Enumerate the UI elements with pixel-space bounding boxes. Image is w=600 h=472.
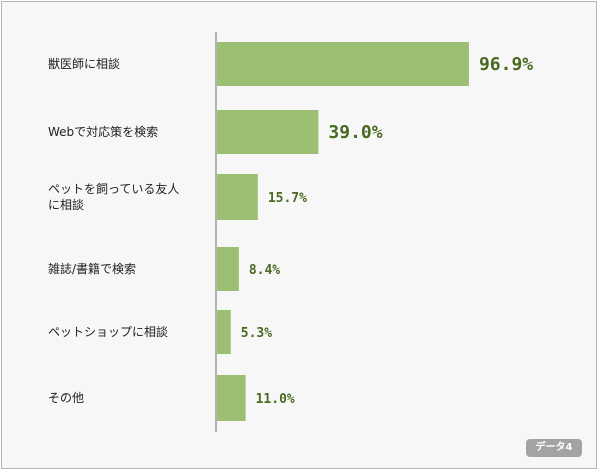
category-label: 雑誌/書籍で検索 [48, 261, 136, 276]
value-label: 15.7% [268, 191, 307, 206]
bar [217, 110, 319, 154]
category-label: その他 [48, 391, 84, 405]
category-label: ペットを飼っている友人に相談 [48, 181, 179, 212]
category-label: ペットショップに相談 [48, 324, 168, 339]
value-label: 96.9% [479, 54, 533, 75]
value-label: 11.0% [256, 392, 295, 407]
bar [217, 310, 231, 354]
bar [217, 247, 239, 291]
value-label: 5.3% [241, 326, 272, 341]
category-label: 獣医師に相談 [48, 56, 120, 71]
bar [217, 42, 469, 86]
bar [217, 375, 246, 421]
value-label: 8.4% [249, 263, 280, 278]
value-label: 39.0% [328, 122, 382, 143]
data-number-badge: データ4 [526, 439, 582, 457]
category-label: Webで対応策を検索 [48, 125, 158, 139]
bar [217, 174, 258, 220]
